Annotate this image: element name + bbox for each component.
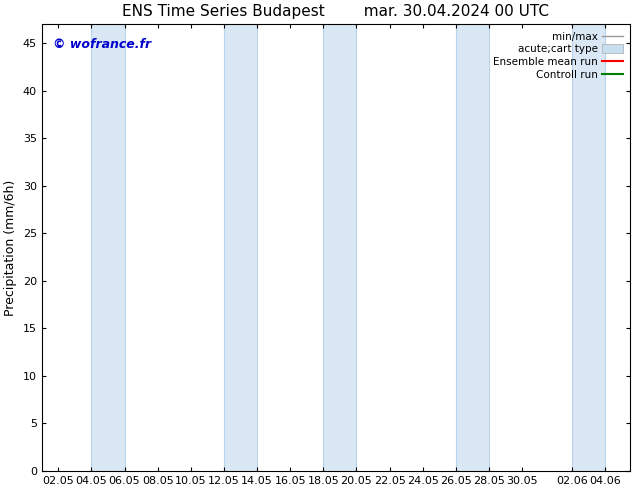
Bar — [91, 24, 124, 471]
Bar — [572, 24, 605, 471]
Bar — [456, 24, 489, 471]
Title: ENS Time Series Budapest        mar. 30.04.2024 00 UTC: ENS Time Series Budapest mar. 30.04.2024… — [122, 4, 549, 19]
Text: © wofrance.fr: © wofrance.fr — [53, 38, 152, 51]
Bar — [323, 24, 356, 471]
Y-axis label: Precipitation (mm/6h): Precipitation (mm/6h) — [4, 180, 17, 316]
Legend: min/max, acute;cart type, Ensemble mean run, Controll run: min/max, acute;cart type, Ensemble mean … — [491, 30, 624, 82]
Bar — [224, 24, 257, 471]
